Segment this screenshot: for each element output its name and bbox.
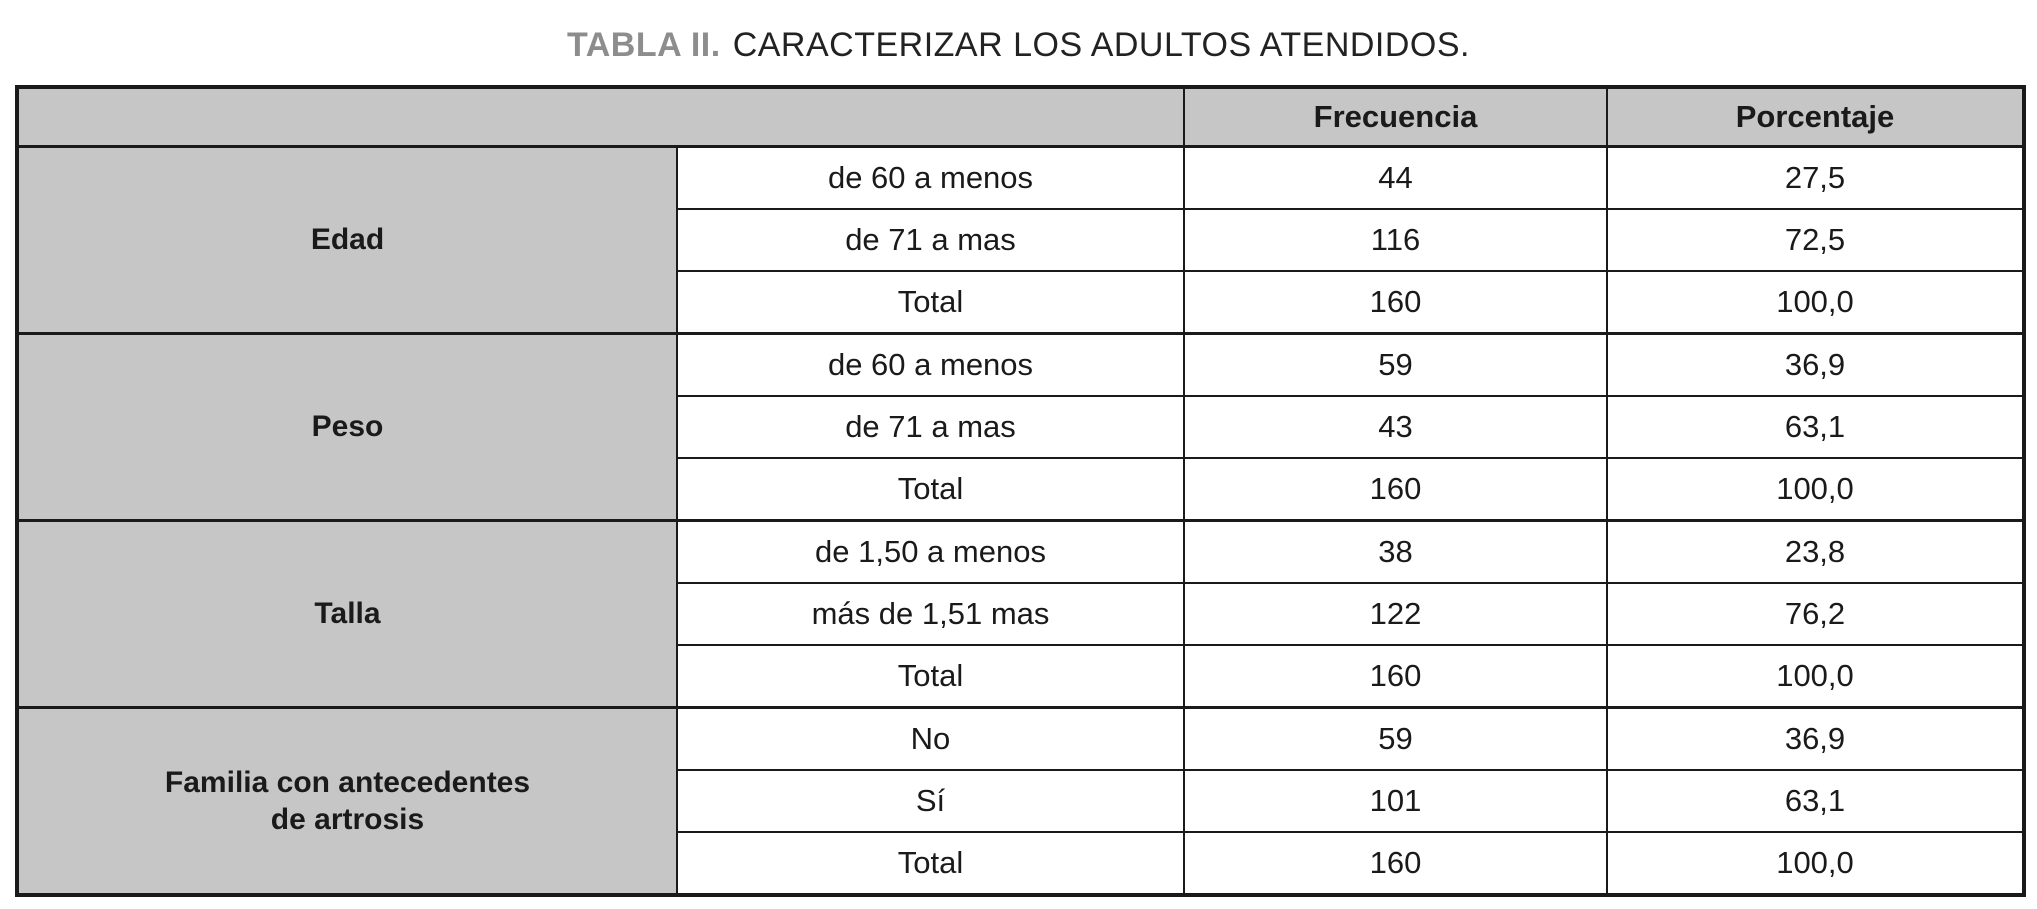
category-cell: No [676,706,1185,771]
percentage-cell: 63,1 [1606,395,2025,459]
table-header-row: Frecuencia Porcentaje [16,86,2025,148]
category-cell: más de 1,51 mas [676,582,1185,646]
table-row: de 71 a mas 116 72,5 [17,208,2025,272]
frequency-cell: 116 [1183,208,1608,272]
category-cell: de 60 a menos [676,332,1185,397]
category-cell: Total [676,644,1185,709]
frequency-cell: 43 [1183,395,1608,459]
percentage-cell: 36,9 [1606,332,2025,397]
frequency-cell: 101 [1183,769,1608,833]
percentage-cell: 100,0 [1606,831,2025,896]
table-row: más de 1,51 mas 122 76,2 [17,582,2025,646]
table-row: Sí 101 63,1 [17,769,2025,833]
header-frecuencia: Frecuencia [1183,86,1608,148]
percentage-cell: 100,0 [1606,457,2025,522]
percentage-cell: 27,5 [1606,145,2025,210]
data-table: Frecuencia Porcentaje Edad de 60 a menos… [15,85,2026,897]
frequency-cell: 122 [1183,582,1608,646]
percentage-cell: 100,0 [1606,644,2025,709]
table-row: Edad de 60 a menos 44 27,5 [16,145,2025,335]
table-row: de 71 a mas 43 63,1 [17,395,2025,459]
category-cell: de 1,50 a menos [676,519,1185,584]
frequency-cell: 160 [1183,457,1608,522]
table-row: Talla de 1,50 a menos 38 23,8 [16,519,2025,709]
frequency-cell: 59 [1183,332,1608,397]
table-head: Frecuencia Porcentaje [16,86,2025,148]
header-porcentaje: Porcentaje [1606,86,2025,148]
frequency-cell: 38 [1183,519,1608,584]
percentage-cell: 72,5 [1606,208,2025,272]
category-cell: de 60 a menos [676,145,1185,210]
header-empty-cell [16,86,1185,148]
table-row: Total 160 100,0 [17,831,2025,896]
frequency-cell: 59 [1183,706,1608,771]
table-caption: TABLA II. CARACTERIZAR LOS ADULTOS ATENDI… [15,26,2022,65]
group-label-edad: Edad [16,145,678,335]
frequency-cell: 160 [1183,644,1608,709]
frequency-cell: 160 [1183,270,1608,335]
table-body: Edad de 60 a menos 44 27,5 de 71 a mas 1… [16,145,2025,896]
table-row: Total 160 100,0 [17,644,2025,709]
percentage-cell: 36,9 [1606,706,2025,771]
category-cell: de 71 a mas [676,208,1185,272]
percentage-cell: 23,8 [1606,519,2025,584]
group-label-talla: Talla [16,519,678,709]
table-row: Familia con antecedentes de artrosis No … [16,706,2025,896]
group-label-familia-antecedentes: Familia con antecedentes de artrosis [16,706,678,896]
percentage-cell: 63,1 [1606,769,2025,833]
category-cell: Total [676,457,1185,522]
table-caption-label: TABLA II. [566,26,721,64]
category-cell: Total [676,270,1185,335]
table-row: Total 160 100,0 [17,270,2025,335]
table-caption-text: CARACTERIZAR LOS ADULTOS ATENDIDOS. [732,26,1470,64]
category-cell: Total [676,831,1185,896]
category-cell: Sí [676,769,1185,833]
group-label-peso: Peso [16,332,678,522]
percentage-cell: 76,2 [1606,582,2025,646]
frequency-cell: 160 [1183,831,1608,896]
category-cell: de 71 a mas [676,395,1185,459]
percentage-cell: 100,0 [1606,270,2025,335]
frequency-cell: 44 [1183,145,1608,210]
table-row: Peso de 60 a menos 59 36,9 [16,332,2025,522]
table-row: Total 160 100,0 [17,457,2025,522]
